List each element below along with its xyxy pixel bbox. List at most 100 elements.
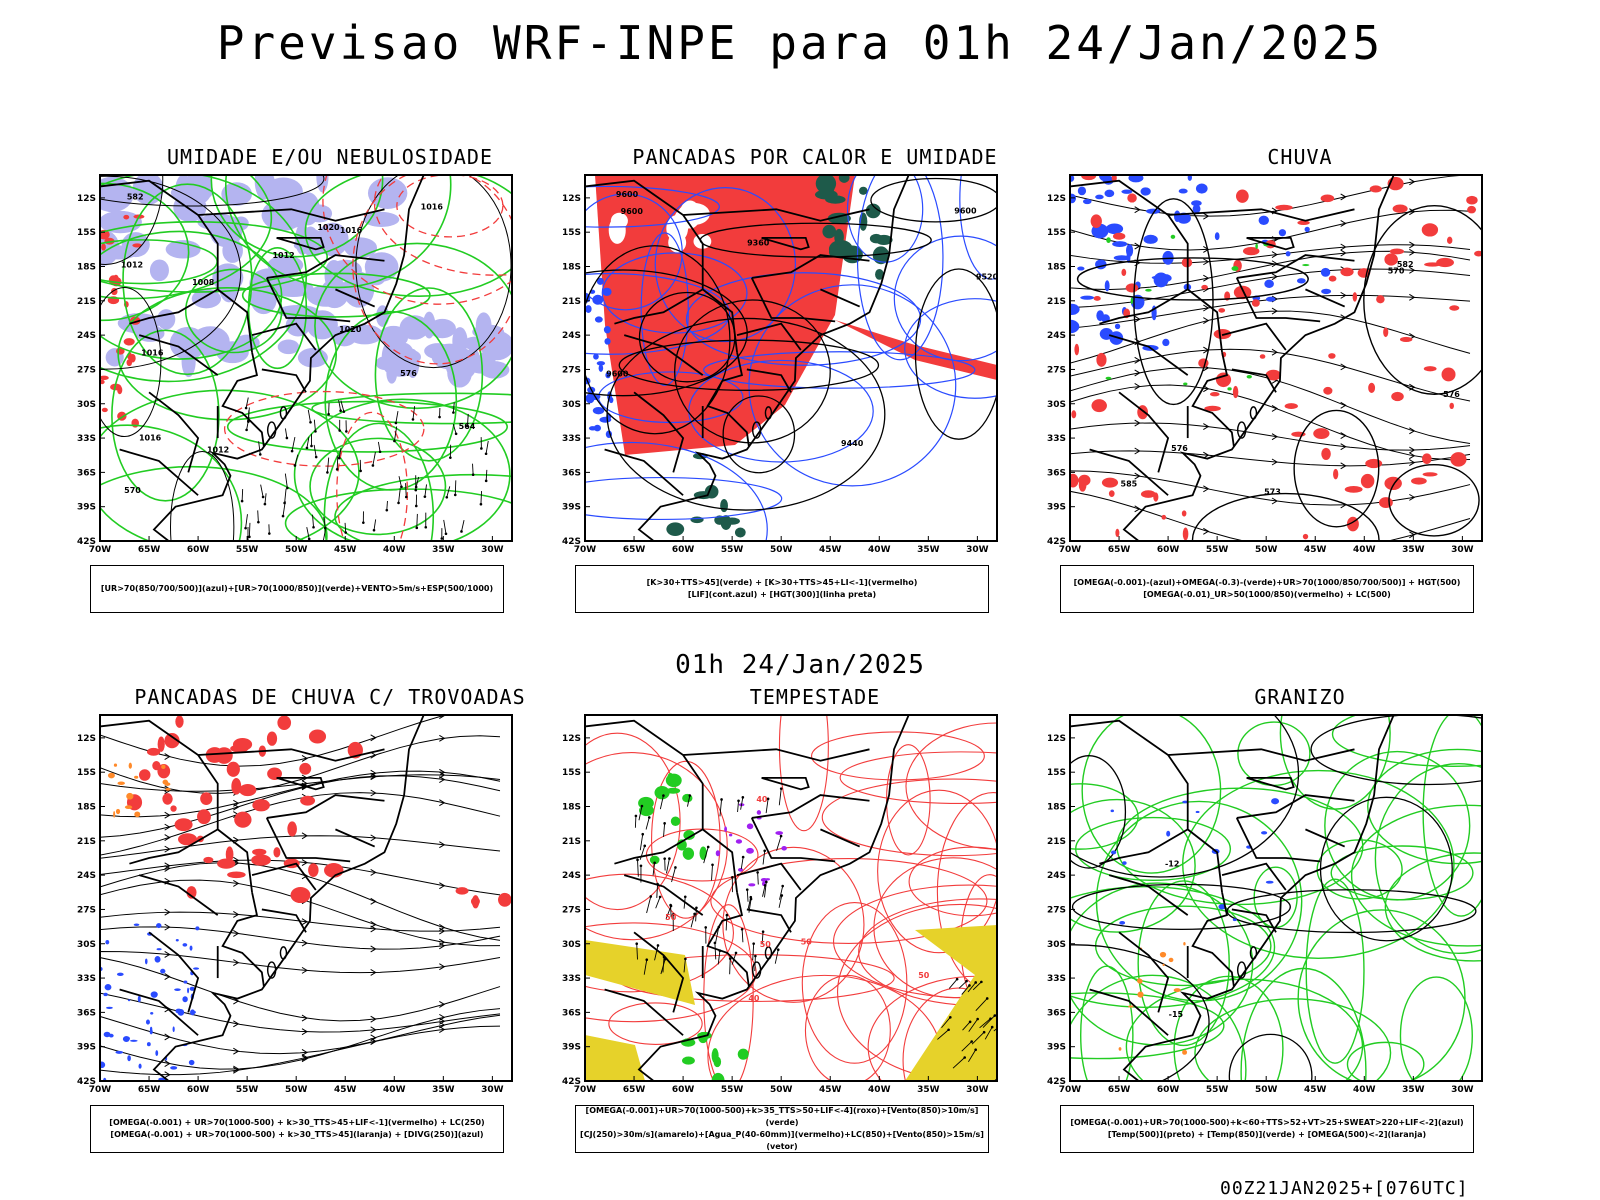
lon-tick-label: 60W [1157,1085,1180,1095]
wind-area [699,846,707,860]
streamline-arrow [370,772,377,780]
streamline-arrow [1134,419,1141,427]
wind-vector-head [371,464,375,467]
map-background [585,715,997,1081]
wind-vector [665,858,670,874]
contour-label: 1008 [192,278,215,287]
border-line [614,288,704,325]
streamline-arrow [164,951,171,958]
streamline-arrow [370,834,377,842]
border-line [761,777,810,791]
lifted-index-area [603,325,611,334]
omega-area-orange [1137,978,1142,984]
omega-area-red [1232,385,1239,399]
wind-vector-head [781,884,784,888]
contour-line [585,873,734,993]
lifted-index-area [592,294,604,305]
storm-area-red [308,729,327,744]
divergence-area [104,984,112,991]
border-line [614,828,704,865]
divergence-area [195,926,200,931]
storm-area-red [232,737,253,751]
omega-area-blue [1265,296,1276,302]
wind-vector [646,896,652,914]
lat-tick-label: 27S [77,905,96,915]
border-line [198,208,385,222]
streamline-arrow [1134,369,1141,377]
wind-vector-head [444,532,448,536]
contour-line [100,175,242,370]
omega-area-red [1093,295,1101,301]
wind-vector [467,413,469,426]
wind-vector [690,913,696,928]
wind-vector-head [327,412,330,416]
divergence-area [144,958,148,965]
humidity-area [100,375,109,381]
wind-vector-head [663,822,666,825]
lon-tick-label: 55W [1206,1085,1229,1095]
omega-area-red [1081,175,1097,181]
border-line [100,719,253,893]
omega-area-green [1255,243,1258,250]
contour-line [810,731,985,781]
divergence-area [160,968,166,974]
divergence-area [129,1039,138,1042]
omega-area-blue [1192,204,1201,214]
wind-vector-head [484,479,488,483]
storm-area-orange [134,811,141,818]
divergence-area [100,1061,106,1069]
contour-line [1374,763,1482,955]
omega-area-blue [1146,208,1161,214]
humidity-area-upper [363,211,400,227]
streamline-arrow [370,1026,377,1034]
panel-title: CHUVA [1267,145,1333,169]
lat-tick-label: 36S [562,1008,581,1018]
lat-tick-label: 27S [1047,905,1066,915]
divergence-area [150,991,158,998]
lon-tick-label: 60W [1157,545,1180,555]
wind-vector-head [761,930,765,933]
omega-area-red [1215,372,1232,388]
contour-line [1137,880,1230,1047]
border-line [751,254,870,279]
lat-tick-label: 27S [562,905,581,915]
wind-vector [245,514,248,529]
wind-vector-head [713,941,717,945]
omega-area-red [1251,299,1260,307]
omega-area-red [1297,220,1310,225]
contour-label: 1016 [141,349,164,358]
wind-vector-head [326,471,329,474]
lat-tick-label: 42S [1047,537,1066,547]
storm-area-red [174,818,193,832]
wind-vector-head [741,855,745,859]
contour-line [322,175,512,305]
wind-vector-head [414,504,418,508]
wind-vector [284,428,288,439]
border-line [266,794,385,819]
contour-label: 573 [1264,487,1281,496]
lat-tick-label: 21S [77,297,96,307]
omega-area-red [1449,402,1454,410]
wind-vector [961,1041,972,1052]
map-frame [1069,174,1483,542]
contour-label: 9600 [606,369,629,378]
omega-area-red [1071,410,1077,419]
wind-vector-head [466,424,469,428]
storm-area-red [287,821,297,837]
wind-vector [778,895,783,908]
omega-area-red [1096,352,1107,367]
omega-area-blue [1285,251,1291,257]
wind-vector-head [372,528,376,532]
wind-vector-head [404,495,408,499]
wind-vector-head [338,429,341,432]
lat-tick-label: 33S [77,974,96,984]
wind-vector-head [453,493,457,497]
streamline-arrow [301,939,308,947]
contour-line [304,175,512,297]
omega-area-red [1284,403,1298,410]
lat-tick-label: 39S [1047,1043,1066,1053]
contour-line [804,974,891,1081]
lon-tick-label: 30W [481,545,504,555]
wind-vector-head [765,880,768,884]
omega-area-red [1313,428,1330,440]
